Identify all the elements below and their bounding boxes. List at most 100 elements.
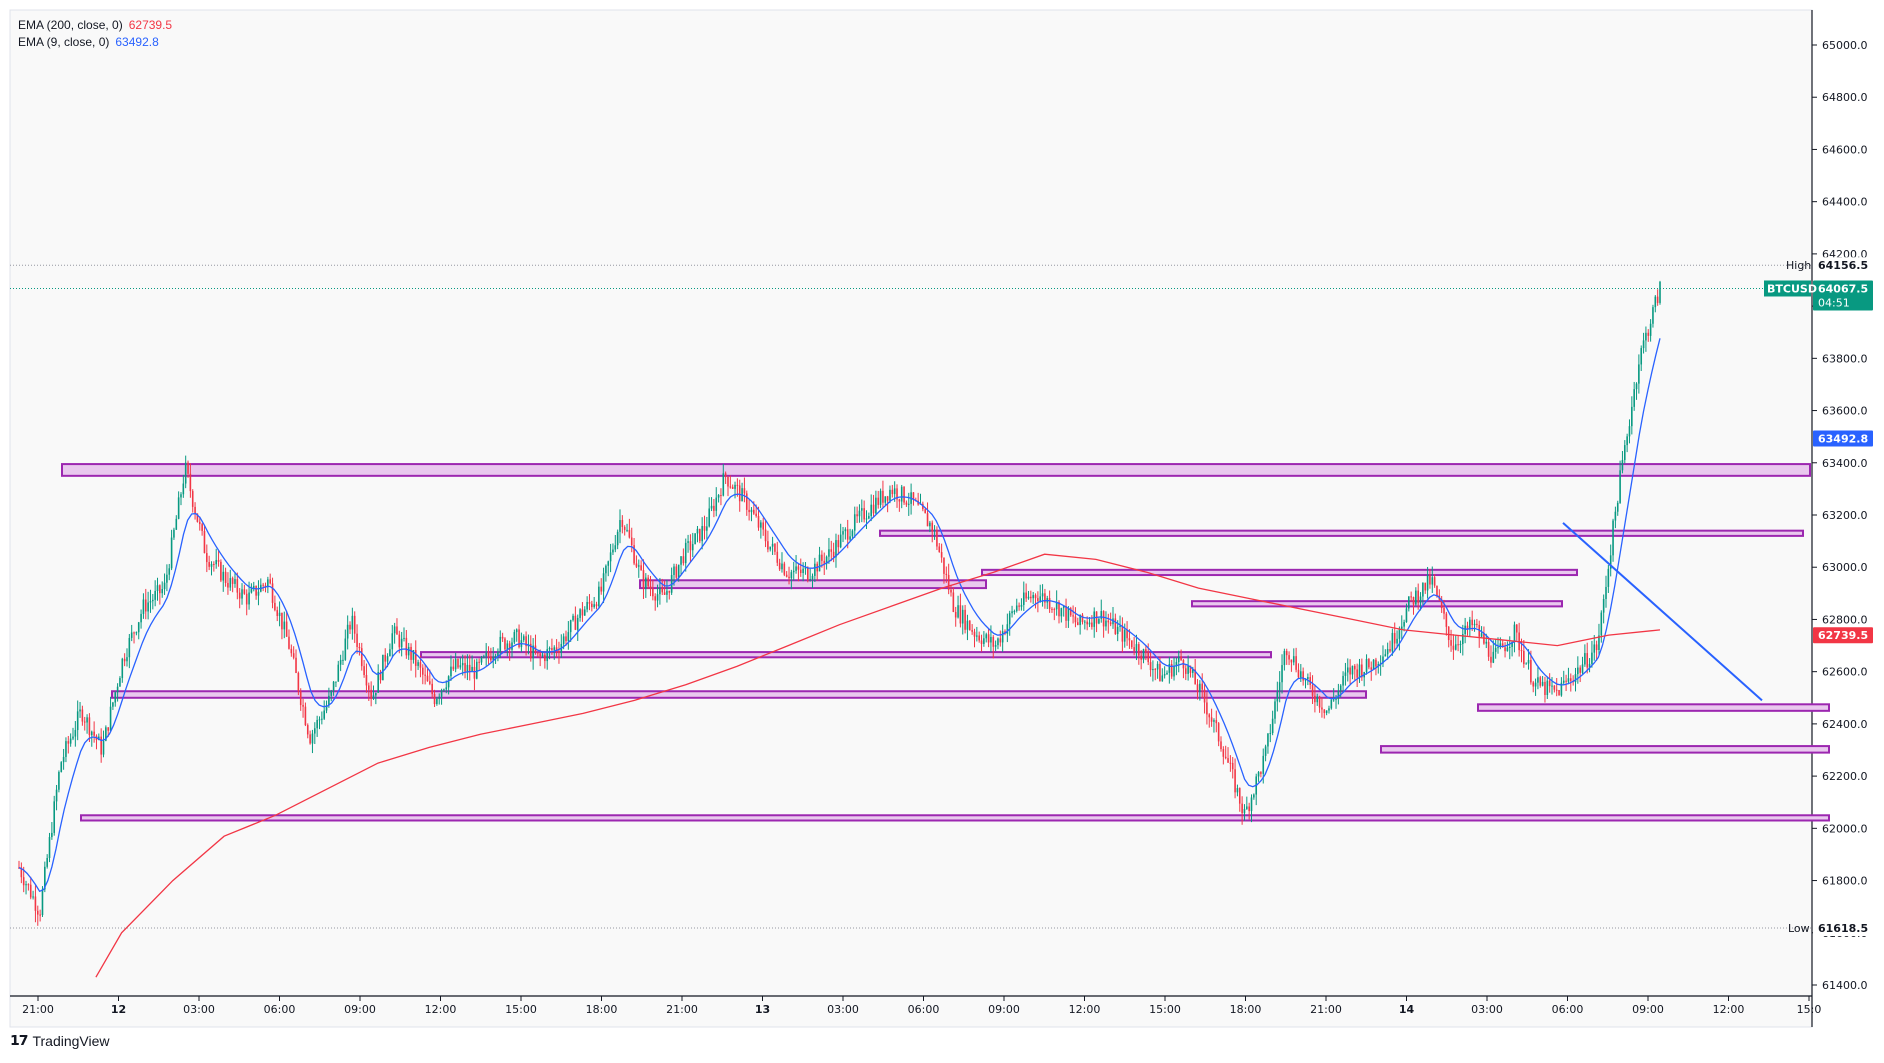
candle-body: [1248, 806, 1250, 812]
candle-body: [177, 497, 180, 519]
candle-body: [1278, 682, 1281, 692]
candlesticks: [18, 280, 1661, 926]
tradingview-brand[interactable]: 𝟭𝟳 TradingView: [10, 1032, 110, 1049]
candle-body: [764, 529, 767, 542]
candle-body: [769, 546, 772, 550]
candle-body: [1619, 470, 1621, 503]
low-label: Low: [1788, 922, 1810, 935]
candle-body: [710, 505, 713, 509]
candle-body: [161, 589, 164, 594]
candle-body: [1525, 663, 1527, 665]
candle-body: [1288, 655, 1290, 660]
y-tick-label: 63200.0: [1822, 509, 1868, 522]
candle-body: [853, 514, 856, 531]
candle-body: [684, 542, 687, 564]
price-axis[interactable]: 65000.064800.064600.064400.064200.064000…: [1764, 39, 1873, 992]
candle-body: [1170, 663, 1173, 677]
candle-body: [36, 910, 39, 915]
candle-body: [882, 490, 884, 503]
candle-body: [487, 652, 490, 657]
candle-body: [356, 633, 358, 647]
candle-body: [379, 671, 382, 681]
candle-body: [762, 522, 765, 530]
candle-body: [1602, 598, 1605, 613]
candle-body: [1638, 364, 1640, 384]
candle-body: [1135, 644, 1138, 651]
candle-body: [1433, 577, 1436, 586]
candle-body: [137, 622, 140, 633]
candle-body: [790, 572, 793, 579]
x-tick-label: 06:00: [264, 1003, 296, 1016]
candle-body: [954, 611, 957, 618]
candle-body: [55, 789, 58, 802]
legend-ema9[interactable]: EMA (9, close, 0) 63492.8: [18, 34, 172, 51]
candle-body: [724, 473, 727, 477]
candle-body: [262, 584, 264, 586]
candle-body: [475, 661, 478, 679]
candle-body: [473, 666, 476, 679]
candle-body: [1027, 596, 1030, 599]
candle-body: [1480, 633, 1483, 637]
candle-body: [405, 637, 408, 656]
candle-body: [760, 522, 762, 528]
candle-body: [896, 488, 898, 500]
y-tick-label: 63000.0: [1822, 561, 1868, 574]
candle-body: [1452, 645, 1455, 650]
candle-body: [1121, 625, 1124, 642]
candle-body: [22, 877, 25, 886]
candle-body: [252, 585, 255, 589]
candle-body: [44, 866, 46, 890]
candle-body: [1048, 598, 1051, 609]
candle-body: [565, 636, 567, 642]
candle-body: [154, 590, 156, 600]
candle-body: [1546, 680, 1549, 695]
candle-body: [391, 633, 394, 650]
ema200-value: 62739.5: [128, 18, 173, 32]
candle-body: [102, 740, 105, 755]
candle-body: [734, 484, 736, 489]
candle-body: [706, 526, 708, 531]
legend-ema200[interactable]: EMA (200, close, 0) 62739.5: [18, 17, 172, 34]
x-tick-label: 14: [1399, 1003, 1415, 1016]
candle-body: [1588, 663, 1591, 668]
candle-body: [612, 549, 614, 553]
candle-body: [607, 561, 610, 566]
candle-body: [957, 605, 959, 618]
candle-body: [105, 727, 107, 741]
candle-body: [750, 509, 753, 513]
candle-body: [682, 556, 685, 564]
plot-area[interactable]: [9, 9, 1813, 1028]
candle-body: [25, 884, 27, 886]
time-axis[interactable]: 21:00 12 03:00 06:00 09:00 12:00 15:00 18:00 21:…: [22, 996, 1821, 1016]
candle-body: [245, 593, 248, 605]
candle-body: [492, 656, 495, 661]
candle-body: [1213, 720, 1215, 722]
candle-body: [116, 686, 119, 693]
candle-body: [1091, 622, 1093, 627]
candle-body: [630, 537, 633, 546]
candle-body: [1400, 626, 1403, 630]
candle-body: [1579, 667, 1581, 673]
candle-body: [1229, 762, 1232, 764]
candle-body: [499, 636, 502, 653]
candle-body: [748, 509, 750, 513]
candle-body: [668, 590, 671, 593]
candle-body: [1339, 685, 1342, 691]
candle-body: [1030, 596, 1032, 599]
candle-body: [1419, 596, 1422, 603]
candle-body: [335, 681, 337, 683]
annotations: [10, 264, 1812, 929]
candle-body: [86, 717, 88, 723]
candle-body: [1147, 652, 1150, 663]
candle-body: [797, 566, 800, 570]
candle-body: [367, 685, 370, 690]
candle-body: [62, 756, 65, 763]
candle-body: [248, 592, 250, 605]
candle-body: [398, 634, 401, 648]
candle-body: [1461, 634, 1464, 645]
candle-body: [267, 579, 269, 587]
candle-body: [400, 638, 403, 648]
candle-body: [1506, 647, 1509, 652]
